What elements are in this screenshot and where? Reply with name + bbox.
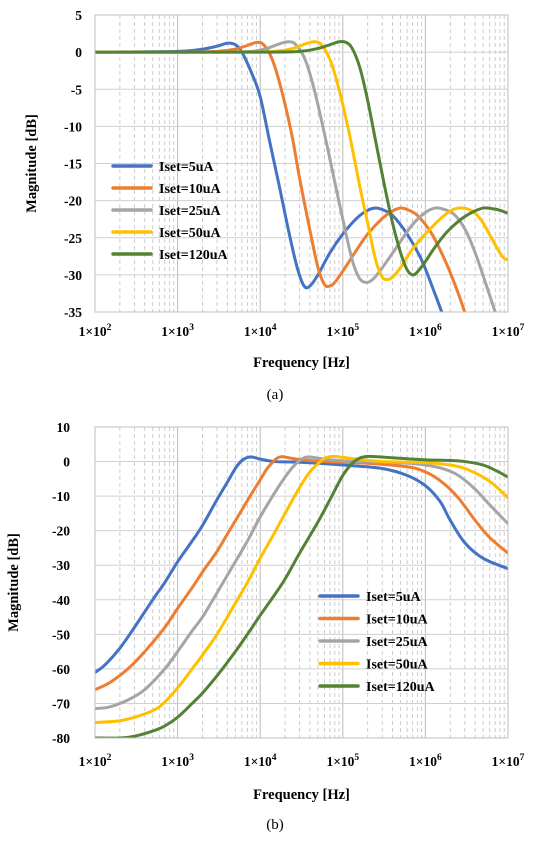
x-tick-label: 1×104 xyxy=(244,323,277,339)
x-axis-label: Frequency [Hz] xyxy=(253,355,350,371)
y-tick-label: -30 xyxy=(52,558,70,573)
y-tick-label: -20 xyxy=(64,194,82,209)
x-tick-label: 1×103 xyxy=(161,753,194,769)
series-line-iset-10ua xyxy=(95,40,467,312)
y-tick-label: -10 xyxy=(64,119,82,134)
x-tick-label: 1×102 xyxy=(79,323,112,339)
y-tick-label: -60 xyxy=(52,662,70,677)
legend-label: Iset=5uA xyxy=(159,160,215,175)
legend-label: Iset=10uA xyxy=(159,182,222,197)
x-tick-label: 1×106 xyxy=(409,753,442,769)
series-line-iset-5ua xyxy=(95,455,508,674)
y-tick-label: 0 xyxy=(75,45,82,60)
y-tick-label: 5 xyxy=(75,8,82,23)
y-tick-label: -80 xyxy=(52,731,70,746)
x-tick-label: 1×107 xyxy=(492,753,525,769)
y-tick-label: -30 xyxy=(64,268,82,283)
legend-label: Iset=120uA xyxy=(366,680,436,695)
y-tick-label: -25 xyxy=(64,231,82,246)
series-line-iset-50ua xyxy=(95,454,508,724)
y-tick-label: -10 xyxy=(52,489,70,504)
y-tick-label: -20 xyxy=(52,524,70,539)
subfigure-caption: (b) xyxy=(266,817,284,833)
x-tick-label: 1×104 xyxy=(244,753,277,769)
x-tick-label: 1×106 xyxy=(409,323,442,339)
series-line-iset-120ua xyxy=(95,40,508,277)
series-line-iset-25ua xyxy=(95,455,508,711)
y-tick-label: 0 xyxy=(63,455,70,470)
series-line-iset-50ua xyxy=(95,40,508,281)
y-axis-label: Magnitude [dB] xyxy=(6,533,22,632)
y-tick-label: -40 xyxy=(52,593,70,608)
series-line-iset-10ua xyxy=(95,455,508,692)
chart-a: 5 0 -5 -10 -15 -20 -25 -30 -35 1×102 1×103 1×104 1×1… xyxy=(24,8,525,403)
legend-label: Iset=120uA xyxy=(159,248,229,263)
y-tick-label: -15 xyxy=(64,157,82,172)
y-tick-label: -50 xyxy=(52,627,70,642)
y-tick-label: 10 xyxy=(57,420,71,435)
plot-border xyxy=(94,426,509,739)
y-tick-label: -5 xyxy=(71,82,82,97)
plot-area xyxy=(95,427,508,738)
legend-label: Iset=5uA xyxy=(366,590,422,605)
y-tick-label: -70 xyxy=(52,696,70,711)
series-line-iset-120ua xyxy=(95,454,508,738)
x-tick-label: 1×107 xyxy=(492,323,525,339)
y-tick-label: -35 xyxy=(64,305,82,320)
series-group xyxy=(95,454,508,738)
plot-border xyxy=(94,14,509,313)
x-axis-label: Frequency [Hz] xyxy=(253,787,350,803)
subfigure-caption: (a) xyxy=(267,387,284,403)
legend-label: Iset=50uA xyxy=(366,658,429,673)
x-tick-label: 1×102 xyxy=(79,753,112,769)
y-axis-label: Magnitude [dB] xyxy=(24,114,40,213)
legend-label: Iset=25uA xyxy=(366,635,429,650)
legend: Iset=5uA Iset=10uA Iset=25uA Iset=50uA Iset=… xyxy=(111,160,229,263)
legend-label: Iset=25uA xyxy=(159,204,222,219)
legend-label: Iset=10uA xyxy=(366,613,429,628)
chart-b: 10 0 -10 -20 -30 -40 -50 -60 -70 -80 1×102 1×103 1×1… xyxy=(6,420,525,833)
legend-label: Iset=50uA xyxy=(159,226,222,241)
x-tick-label: 1×105 xyxy=(326,323,359,339)
x-tick-label: 1×105 xyxy=(326,753,359,769)
legend: Iset=5uA Iset=10uA Iset=25uA Iset=50uA Iset=… xyxy=(318,590,436,695)
series-group xyxy=(95,40,508,312)
x-tick-label: 1×103 xyxy=(161,323,194,339)
